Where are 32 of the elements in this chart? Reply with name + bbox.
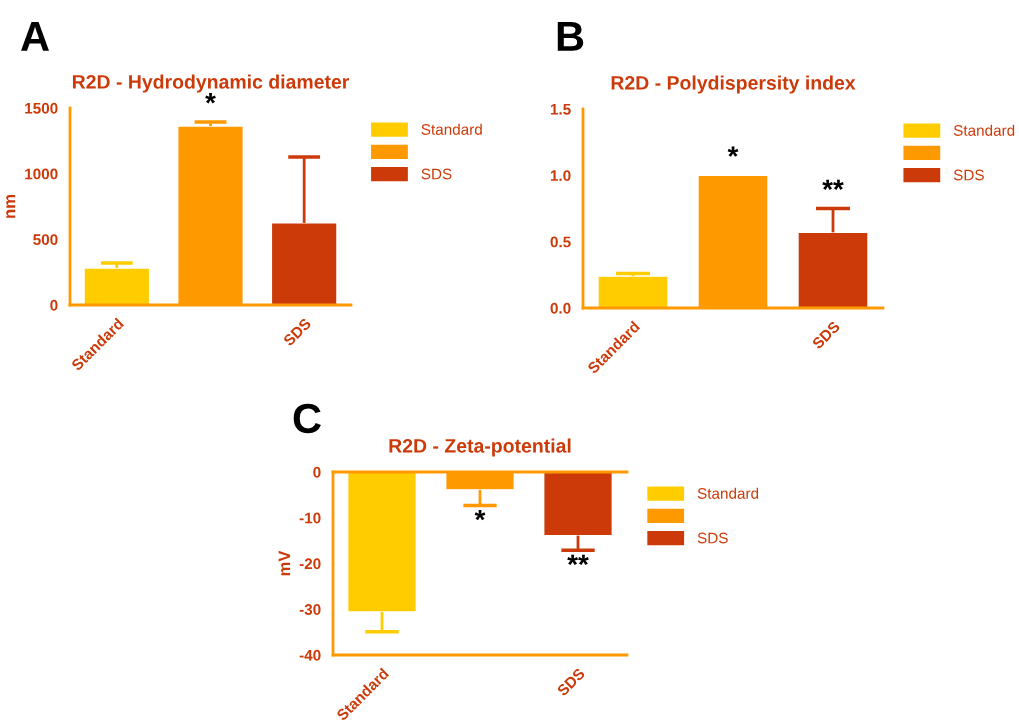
- y-tick-label: -10: [299, 512, 321, 524]
- y-tick-label: 0.0: [550, 302, 571, 314]
- legend-label: SDS: [953, 169, 984, 181]
- y-tick-label: -30: [299, 604, 321, 615]
- legend-label: Standard: [953, 124, 1015, 136]
- chart-title: R2D - Zeta-potential: [389, 438, 571, 457]
- legend-label: SDS: [421, 168, 452, 180]
- text: B: [557, 22, 584, 51]
- y-tick-label: 1.0: [550, 170, 571, 182]
- data-label: *: [474, 509, 486, 521]
- y-tick-label: 1500: [25, 102, 58, 114]
- data-label: *: [727, 146, 739, 157]
- y-axis-title: nm: [6, 195, 16, 218]
- text: C: [293, 403, 321, 434]
- data-label: *: [205, 93, 216, 104]
- legend-label: Standard: [697, 487, 759, 499]
- y-tick-label: -20: [299, 558, 321, 570]
- y-tick-label: 1000: [25, 168, 58, 180]
- chart-title: R2D - Hydrodynamic diameter: [72, 74, 350, 93]
- chart-title: R2D - Polydispersity index: [611, 75, 856, 94]
- legend-label: Standard: [421, 123, 482, 135]
- y-tick-label: -40: [299, 649, 321, 661]
- legend-label: SDS: [697, 532, 728, 544]
- text: A: [21, 22, 49, 51]
- y-tick-label: 0.5: [550, 236, 571, 248]
- data-label: **: [822, 179, 844, 190]
- y-tick-label: 1.5: [550, 104, 571, 115]
- y-tick-label: 0: [313, 466, 321, 478]
- data-label: **: [567, 554, 589, 566]
- y-tick-label: 0: [50, 299, 58, 311]
- y-axis-title: mV: [278, 550, 291, 576]
- y-tick-label: 500: [33, 234, 58, 246]
